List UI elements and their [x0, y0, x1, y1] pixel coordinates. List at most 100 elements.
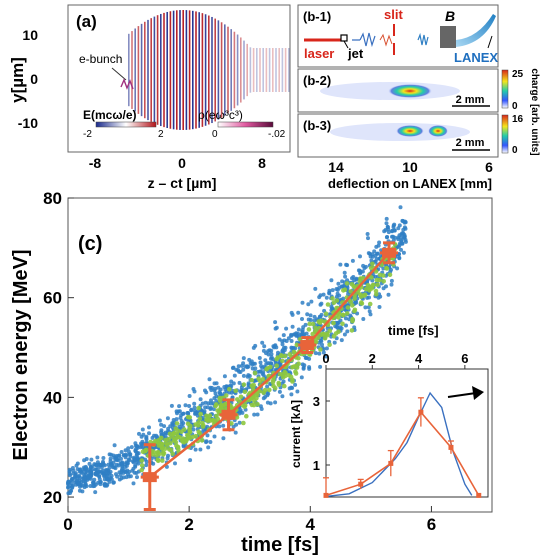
scatter-point-green — [187, 429, 193, 435]
wave-stripe — [265, 48, 268, 92]
scatter-point-blue — [174, 409, 179, 414]
cbar-rho-bar — [217, 121, 274, 128]
scatter-point-blue — [107, 452, 112, 457]
scatter-point-blue — [117, 470, 122, 475]
scatter-point-blue — [280, 342, 285, 347]
panel-b2: (b-2) 2 mm 25 0 — [297, 68, 524, 113]
scatter-point-green — [161, 451, 167, 456]
scatter-point-green — [196, 429, 201, 435]
scatter-point-blue — [66, 485, 71, 489]
scatter-point-green — [217, 398, 223, 404]
scatter-point-green — [242, 404, 247, 410]
scatter-point-blue — [360, 269, 365, 274]
scatter-point-blue — [178, 415, 183, 420]
scatter-point-green — [238, 394, 244, 400]
scatter-point-blue — [362, 266, 367, 270]
scatter-point-blue — [138, 445, 143, 450]
scatter-point-blue — [111, 460, 116, 465]
scatter-point-blue — [173, 461, 177, 466]
scatter-point-blue — [93, 471, 98, 476]
scatter-point-blue — [302, 332, 307, 337]
b2-colorbar — [501, 69, 509, 109]
scatter-point-blue — [312, 318, 317, 323]
scatter-point-blue — [214, 399, 219, 403]
scatter-point-green — [348, 289, 354, 294]
scatter-point-green — [350, 318, 355, 324]
scatter-point-blue — [260, 340, 265, 345]
scatter-point-blue — [70, 485, 75, 490]
wave-stripe — [214, 18, 216, 122]
scatter-point-blue — [352, 325, 357, 330]
scatter-point-green — [159, 435, 164, 441]
scatter-point-green — [373, 288, 379, 294]
mean-energy-errorbars — [140, 241, 399, 512]
scatter-point-blue — [374, 244, 379, 249]
scatter-point-blue — [131, 481, 136, 486]
scatter-point-blue — [319, 312, 324, 317]
scatter-point-green — [306, 327, 312, 332]
scatter-point-blue — [271, 344, 276, 349]
scatter-point-blue — [265, 400, 270, 405]
scatter-point-blue — [119, 456, 123, 461]
scatter-point-green — [179, 429, 184, 435]
wave-stripe — [236, 34, 239, 106]
wave-stripe — [153, 16, 156, 124]
scatter-point-blue — [384, 216, 389, 221]
wave-stripe — [195, 11, 197, 129]
lanex-pointer — [487, 35, 493, 49]
beam-wiggle-2 — [379, 33, 393, 47]
panel-b1-label: (b-1) — [303, 9, 331, 24]
scatter-point-green — [359, 300, 364, 305]
panel-c-xlabel: time [fs] — [241, 534, 319, 556]
scatter-point-blue — [237, 380, 242, 385]
wave-stripe — [144, 21, 146, 119]
scatter-point-green — [260, 377, 266, 382]
scatter-point-green — [330, 296, 335, 301]
cbar-e-bar — [95, 121, 157, 128]
scatter-point-green — [352, 307, 358, 313]
scatter-point-blue — [93, 490, 98, 495]
scatter-point-blue — [203, 405, 208, 410]
scatter-point-blue — [108, 459, 113, 464]
panel-a-ytick-10: 10 — [22, 27, 38, 43]
scatter-point-blue — [212, 396, 217, 401]
x-tick-label: 4 — [306, 515, 316, 534]
scatter-point-blue — [401, 227, 406, 232]
scatter-point-blue — [126, 472, 130, 477]
mean-energy-point — [221, 409, 236, 420]
b3-colorbar — [501, 114, 509, 154]
wave-stripe — [140, 23, 143, 117]
wave-stripe — [211, 16, 213, 124]
scatter-point-blue — [261, 370, 266, 375]
scatter-point-green — [241, 382, 247, 387]
scatter-point-blue — [174, 417, 179, 422]
scatter-point-blue — [330, 288, 335, 293]
scatter-point-blue — [396, 237, 401, 242]
b3-cbar-max: 16 — [512, 114, 524, 125]
scatter-point-blue — [247, 357, 252, 362]
scatter-point-green — [235, 397, 240, 402]
y-tick-label: 80 — [43, 189, 62, 208]
scatter-point-blue — [185, 411, 190, 415]
inset-current: 0 2 4 6 1 3 time [fs] current [kA] — [289, 323, 489, 498]
inset-exp-point — [323, 492, 329, 498]
scatter-point-blue — [293, 382, 298, 387]
scatter-point-blue — [366, 236, 370, 241]
scatter-point-blue — [300, 317, 304, 321]
scatter-point-blue — [258, 360, 263, 365]
scatter-point-green — [340, 321, 345, 327]
wave-stripe — [259, 48, 261, 92]
scatter-point-green — [368, 265, 374, 271]
scatter-point-blue — [386, 292, 391, 297]
scatter-point-green — [282, 353, 288, 359]
scatter-point-green — [218, 403, 223, 408]
scatter-point-green — [241, 420, 246, 426]
scatter-point-green — [307, 321, 313, 327]
scatter-point-blue — [308, 313, 313, 318]
scatter-point-blue — [131, 466, 136, 471]
scatter-point-blue — [106, 462, 111, 467]
scatter-point-green — [205, 418, 210, 424]
scatter-point-green — [249, 402, 255, 408]
scatter-point-blue — [209, 388, 214, 392]
panel-a-xtick-neg8: -8 — [89, 155, 102, 171]
